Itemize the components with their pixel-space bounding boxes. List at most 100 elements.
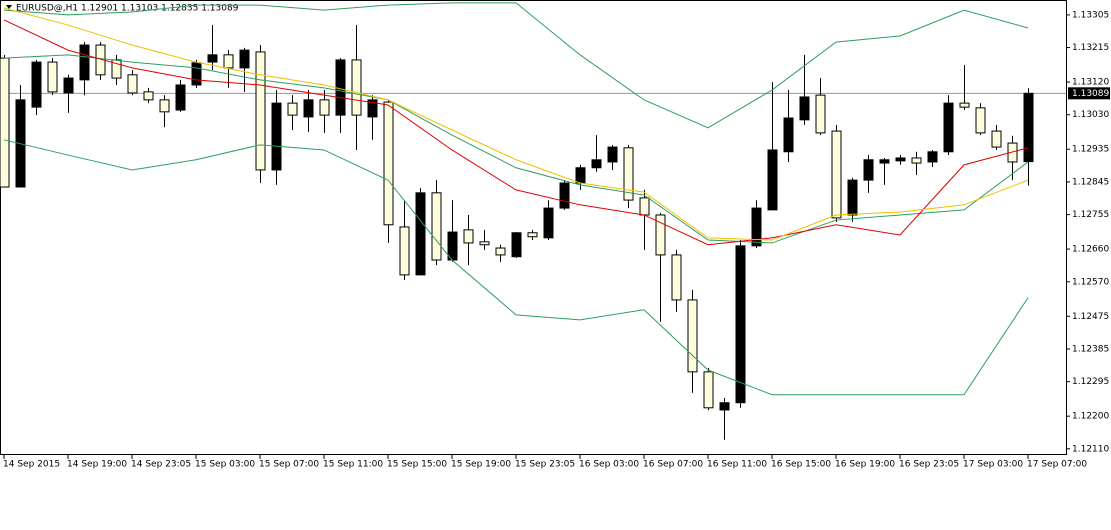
y-tick-label: 1.13305	[1072, 10, 1109, 20]
candle-body	[943, 102, 954, 153]
candle-body	[895, 157, 906, 162]
menu-arrow	[6, 5, 12, 9]
candle-body	[879, 159, 890, 164]
y-tick-label: 1.12200	[1072, 412, 1109, 422]
candle-body	[687, 299, 698, 373]
x-tick-label: 17 Sep 07:00	[1027, 460, 1087, 470]
candle-body	[511, 232, 522, 258]
x-tick-label: 15 Sep 15:00	[387, 460, 447, 470]
candle-body	[751, 207, 762, 247]
candle-body	[767, 149, 778, 211]
y-tick-label: 1.12385	[1072, 344, 1109, 354]
candle-body	[0, 57, 10, 188]
y-tick-label: 1.12660	[1072, 245, 1109, 255]
candle-body	[591, 159, 602, 169]
y-tick-label: 1.12755	[1072, 210, 1109, 220]
candle-body	[63, 77, 74, 94]
candle-body	[335, 59, 346, 116]
x-tick-label: 16 Sep 07:00	[643, 460, 703, 470]
candle-body	[175, 84, 186, 111]
candle-body	[639, 197, 650, 216]
y-tick-label: 1.12845	[1072, 177, 1109, 187]
y-tick-label: 1.12475	[1072, 312, 1109, 322]
candle-body	[399, 226, 410, 276]
x-tick-label: 14 Sep 19:00	[67, 460, 127, 470]
indicator-line	[3, 139, 1029, 396]
y-tick-label: 1.12110	[1072, 444, 1109, 454]
candle-body	[207, 54, 218, 63]
current-price-box	[1068, 87, 1110, 100]
candle-body	[607, 146, 618, 163]
candle-body	[127, 74, 138, 94]
candle-body	[927, 151, 938, 163]
candle-body	[559, 182, 570, 209]
candle-body	[495, 247, 506, 256]
candle-body	[463, 229, 474, 244]
candle-body	[191, 62, 202, 86]
candle-body	[239, 49, 250, 69]
candle-body	[543, 207, 554, 239]
candle-body	[383, 101, 394, 226]
candle-body	[351, 59, 362, 116]
indicator-line	[3, 2, 1029, 129]
candle-body	[703, 371, 714, 409]
candle-body	[911, 157, 922, 164]
candle-body	[719, 402, 730, 411]
x-tick-label: 15 Sep 03:00	[195, 460, 255, 470]
candle-body	[575, 167, 586, 184]
x-tick-label: 16 Sep 19:00	[835, 460, 895, 470]
candle-body	[623, 147, 634, 201]
candle-body	[319, 99, 330, 116]
y-tick-label: 1.13030	[1072, 110, 1109, 120]
candle-body	[831, 130, 842, 219]
candle-body	[447, 231, 458, 261]
candle-body	[671, 254, 682, 301]
candle-body	[863, 159, 874, 181]
x-tick-label: 14 Sep 2015	[3, 460, 60, 470]
x-tick-label: 15 Sep 11:00	[323, 460, 383, 470]
candle-body	[47, 61, 58, 93]
y-tick-label: 1.13120	[1072, 78, 1109, 88]
y-tick-label: 1.12935	[1072, 145, 1109, 155]
candle-body	[1023, 92, 1034, 163]
candle-body	[847, 179, 858, 216]
x-tick-label: 16 Sep 23:05	[899, 460, 959, 470]
candle-body	[271, 102, 282, 171]
indicator-line	[3, 7, 1029, 241]
candle-body	[367, 99, 378, 118]
x-tick-label: 16 Sep 11:00	[707, 460, 767, 470]
current-price-label: 1.13089	[1072, 89, 1109, 99]
candle-body	[159, 99, 170, 113]
x-tick-label: 15 Sep 07:00	[259, 460, 319, 470]
x-tick-label: 16 Sep 03:00	[579, 460, 639, 470]
x-tick-label: 17 Sep 03:00	[963, 460, 1023, 470]
candle-body	[735, 245, 746, 404]
candle-body	[527, 232, 538, 238]
candle-body	[975, 107, 986, 134]
candle-body	[415, 192, 426, 276]
y-tick-label: 1.13215	[1072, 43, 1109, 53]
candle-body	[303, 99, 314, 118]
candle-body	[431, 192, 442, 261]
x-tick-label: 15 Sep 19:00	[451, 460, 511, 470]
candle-body	[31, 61, 42, 108]
candle-body	[79, 44, 90, 81]
y-tick-label: 1.12295	[1072, 377, 1109, 387]
y-tick-label: 1.12570	[1072, 277, 1109, 287]
candle-body	[143, 91, 154, 101]
candle-body	[287, 102, 298, 116]
x-tick-label: 15 Sep 23:05	[515, 460, 575, 470]
candle-body	[783, 117, 794, 153]
candle-body	[255, 51, 266, 171]
candle-body	[479, 241, 490, 246]
x-tick-label: 14 Sep 23:05	[131, 460, 191, 470]
candle-body	[799, 96, 810, 121]
candle-body	[655, 214, 666, 256]
candle-body	[1007, 142, 1018, 163]
indicator-line	[3, 54, 1029, 244]
x-tick-label: 16 Sep 15:00	[771, 460, 831, 470]
indicator-line	[3, 19, 1029, 246]
candle-body	[815, 94, 826, 134]
chart-title: EURUSD@,H1 1.12901 1.13103 1.12835 1.130…	[16, 4, 239, 14]
